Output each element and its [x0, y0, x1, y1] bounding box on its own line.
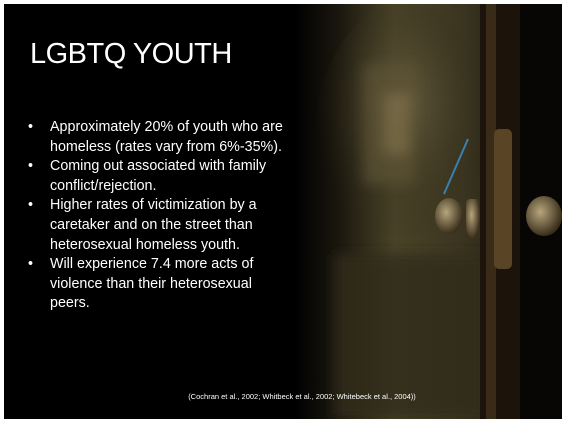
bullet: Coming out associated with family conflic… — [26, 157, 283, 196]
slide-title: LGBTQ YOUTH — [30, 38, 232, 70]
bullet-line: Coming out associated with family — [50, 158, 267, 175]
citation: (Cochran et al., 2002; Whitbeck et al., … — [188, 392, 416, 401]
bullet: Higher rates of victimization by a careta… — [26, 196, 283, 255]
bullet-line: Higher rates of victimization by a — [50, 197, 257, 214]
bullet-line: Will experience 7.4 more acts of — [50, 256, 254, 273]
bullet-line: homeless (rates vary from 6%-35%). — [50, 138, 282, 155]
bullet-list: Approximately 20% of youth who are homele… — [26, 118, 283, 314]
background-photo — [4, 4, 562, 419]
bullet: Approximately 20% of youth who are homele… — [26, 118, 283, 157]
bullet-line: conflict/rejection. — [50, 177, 157, 194]
bullet-line: caretaker and on the street than — [50, 216, 253, 233]
bullet-line: peers. — [50, 295, 90, 312]
slide: LGBTQ YOUTH Approximately 20% of youth w… — [4, 4, 562, 419]
bullet: Will experience 7.4 more acts of violence… — [26, 255, 283, 314]
bullet-line: violence than their heterosexual — [50, 275, 252, 292]
bullet-line: heterosexual homeless youth. — [50, 236, 240, 253]
bullet-line: Approximately 20% of youth who are — [50, 119, 283, 135]
